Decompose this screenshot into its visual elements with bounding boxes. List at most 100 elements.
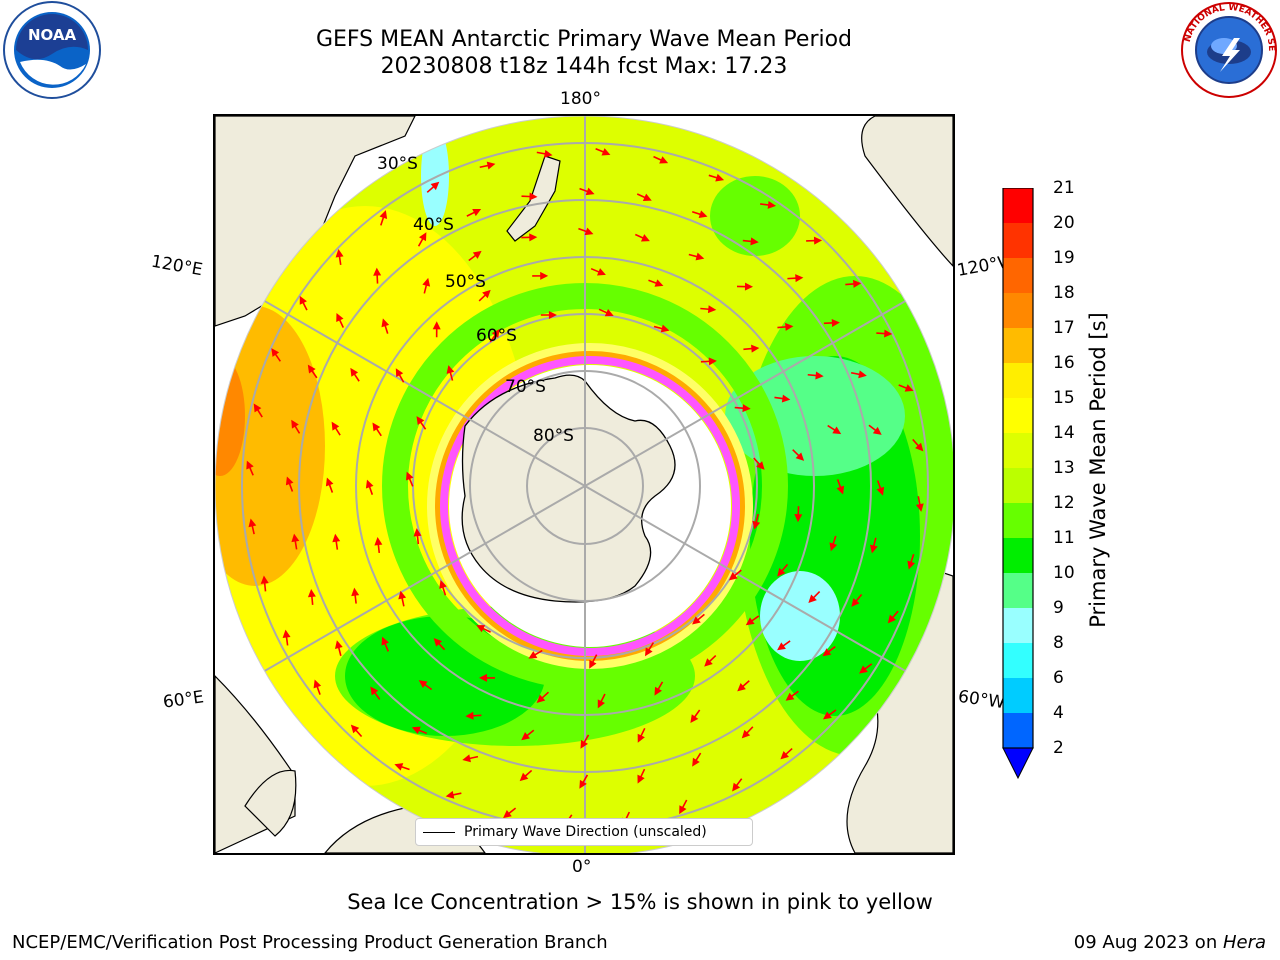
cyan-patch-north bbox=[421, 126, 449, 226]
lon-label-0: 0° bbox=[572, 857, 592, 877]
wave-arrow bbox=[395, 368, 405, 383]
wave-arrow bbox=[869, 537, 878, 554]
wave-arrow bbox=[325, 477, 334, 493]
wave-arrow bbox=[679, 799, 688, 815]
wave-arrow bbox=[780, 747, 793, 760]
wave-arrow bbox=[859, 663, 873, 674]
wave-arrow bbox=[737, 680, 750, 692]
colorbar-tick-label: 15 bbox=[1053, 388, 1075, 408]
wave-arrow bbox=[381, 318, 390, 334]
colorbar-segment bbox=[1003, 573, 1033, 608]
colorbar-segment bbox=[1003, 258, 1033, 293]
lat-label-30s: 30°S bbox=[377, 154, 418, 174]
lat-label-80s: 80°S bbox=[533, 426, 574, 446]
wave-arrow bbox=[260, 575, 269, 592]
colorbar-tick-label: 10 bbox=[1053, 563, 1075, 583]
wave-arrow bbox=[521, 192, 538, 201]
wave-arrow bbox=[598, 308, 614, 317]
colorbar-segment bbox=[1003, 223, 1033, 258]
wave-arrow bbox=[350, 724, 363, 738]
wave-arrow bbox=[536, 149, 553, 158]
wave-arrow bbox=[370, 686, 381, 700]
lat-label-70s: 70°S bbox=[505, 377, 546, 397]
wave-arrow bbox=[351, 587, 360, 604]
footer-host: Hera bbox=[1222, 932, 1266, 953]
wave-arrow bbox=[291, 533, 300, 550]
lat-label-50s: 50°S bbox=[445, 272, 486, 292]
lat-label-40s: 40°S bbox=[413, 215, 454, 235]
wave-arrow bbox=[728, 569, 742, 581]
wave-arrow bbox=[282, 629, 291, 646]
wave-arrow bbox=[466, 208, 482, 217]
wave-arrow bbox=[634, 233, 650, 242]
wave-arrow bbox=[313, 679, 322, 695]
wave-arrow bbox=[445, 790, 462, 799]
wave-arrow bbox=[426, 181, 440, 193]
meridian-line bbox=[215, 225, 953, 747]
wave-arrow bbox=[597, 693, 606, 709]
colorbar-label: Primary Wave Mean Period [s] bbox=[1086, 312, 1110, 628]
wave-arrow bbox=[742, 237, 759, 246]
wave-arrow bbox=[503, 807, 517, 819]
noaa-logo: NOAA bbox=[3, 1, 101, 99]
wave-arrow bbox=[653, 324, 670, 333]
colorbar-frame bbox=[1002, 188, 1034, 749]
wave-arrow bbox=[446, 365, 455, 381]
colorbar-segment bbox=[1003, 538, 1033, 573]
colorbar-tick-label: 16 bbox=[1053, 353, 1075, 373]
wave-arrow bbox=[521, 729, 535, 741]
wave-arrow bbox=[536, 691, 550, 703]
lon-label-180: 180° bbox=[560, 89, 601, 109]
wave-arrow bbox=[692, 752, 702, 767]
wave-arrow bbox=[299, 295, 308, 311]
wave-arrow bbox=[777, 563, 789, 577]
wave-arrow bbox=[365, 479, 374, 495]
colorbar-tick-label: 9 bbox=[1053, 598, 1064, 618]
wave-arrow bbox=[700, 305, 717, 314]
wave-arrow bbox=[540, 310, 557, 319]
wave-arrow bbox=[595, 147, 611, 156]
wave-arrow bbox=[307, 588, 316, 605]
wave-arrow bbox=[753, 457, 765, 470]
wave-arrow bbox=[806, 236, 823, 245]
wave-arrow bbox=[851, 594, 863, 607]
wave-arrow bbox=[794, 506, 803, 523]
wave-arrow bbox=[379, 210, 388, 226]
wave-arrow bbox=[468, 250, 482, 262]
colorbar-tick-label: 20 bbox=[1053, 213, 1075, 233]
wave-arrow bbox=[590, 267, 606, 276]
map-title: GEFS MEAN Antarctic Primary Wave Mean Pe… bbox=[315, 27, 853, 52]
sea-ice-pink bbox=[440, 356, 740, 656]
wave-direction-arrows bbox=[246, 147, 924, 829]
wave-arrow bbox=[876, 480, 885, 496]
colorbar-tick-label: 14 bbox=[1053, 423, 1075, 443]
colorbar-tick-label: 18 bbox=[1053, 283, 1075, 303]
wave-arrow bbox=[636, 193, 652, 201]
wave-arrow bbox=[528, 649, 543, 659]
colorbar-segment bbox=[1003, 608, 1033, 643]
wave-arrow bbox=[700, 357, 717, 366]
wave-arrow bbox=[398, 590, 407, 607]
wave-arrow bbox=[476, 625, 491, 633]
wave-arrow bbox=[432, 321, 441, 338]
wave-arrow bbox=[691, 210, 708, 219]
wave-arrow bbox=[743, 344, 760, 353]
wave-arrow bbox=[736, 282, 753, 291]
wave-arrow bbox=[692, 613, 705, 625]
wave-arrow bbox=[489, 329, 500, 343]
map-subtitle: 20230808 t18z 144h fcst Max: 17.23 bbox=[380, 54, 788, 79]
wave-arrow bbox=[413, 528, 422, 545]
wave-arrow bbox=[822, 645, 836, 657]
colorbar-tick-label: 17 bbox=[1053, 318, 1075, 338]
wave-arrow bbox=[708, 173, 725, 182]
wave-arrow bbox=[248, 518, 257, 535]
wave-arrow bbox=[416, 416, 427, 430]
colorbar-tick-label: 2 bbox=[1053, 738, 1064, 758]
noaa-logo-text: NOAA bbox=[28, 26, 77, 44]
wave-arrow bbox=[774, 394, 791, 403]
footer-date-text: 09 Aug 2023 on bbox=[1073, 932, 1223, 953]
wave-arrow bbox=[898, 384, 914, 392]
wave-arrow bbox=[253, 403, 263, 418]
wave-arrow bbox=[246, 460, 254, 476]
wave-arrow bbox=[331, 421, 341, 436]
